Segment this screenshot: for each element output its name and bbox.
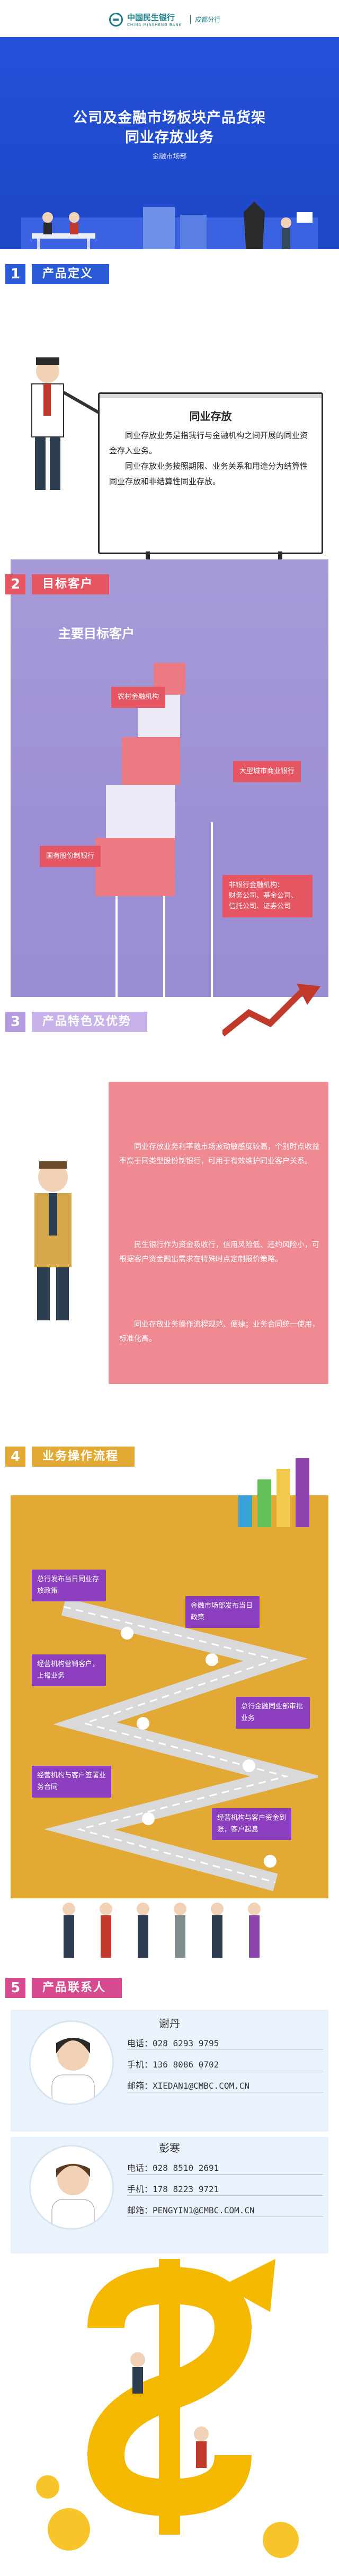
divider: [127, 2195, 323, 2196]
staircase-illustration: [95, 663, 213, 1002]
section-4-header: 4 业务操作流程: [0, 1442, 339, 1471]
top-bar: 中国民生银行 CHINA MINSHENG BANK 成都分行: [0, 0, 339, 37]
bar-chart-decoration: [238, 1458, 309, 1527]
contact-2-mobile-row: 手机：178 8223 9721: [127, 2182, 219, 2195]
board-stand: [146, 551, 282, 562]
contact-1-phone-label: 电话：: [127, 2038, 153, 2048]
section-3-label: 产品特色及优势: [32, 1012, 148, 1032]
section-5-number: 5: [5, 1978, 25, 1998]
avatar: [29, 2145, 114, 2230]
contact-2-email[interactable]: PENGYIN1@CMBC.COM.CN: [153, 2205, 255, 2215]
nonbank-line-3: 信托公司、证券公司: [229, 903, 291, 910]
divider: [127, 2049, 323, 2050]
contact-2-email-row: 邮箱：PENGYIN1@CMBC.COM.CN: [127, 2203, 255, 2216]
process-road-illustration: [44, 1598, 318, 1891]
hero-banner: 公司及金融市场板块产品货架 同业存放业务 金融市场部: [0, 37, 339, 260]
step-5-marker: [142, 1812, 155, 1825]
contact-1-email-row: 邮箱：XIEDAN1@CMBC.COM.CN: [127, 2079, 249, 2091]
section-3-number: 3: [5, 1012, 25, 1032]
section-3-header: 3 产品特色及优势: [0, 1007, 339, 1036]
hero-subtitle: 同业存放业务: [125, 129, 214, 146]
step-3-marker: [137, 1717, 149, 1730]
divider: [127, 2174, 323, 2175]
feature-3: 同业存放业务操作流程规范、便捷；业务合同统一使用，标准化高。: [119, 1320, 319, 1343]
bank-name-en: CHINA MINSHENG BANK: [127, 23, 182, 27]
contact-2-mobile-label: 手机：: [127, 2184, 153, 2194]
contact-1-phone[interactable]: 028 6293 9795: [153, 2038, 219, 2048]
contact-1-name: 谢丹: [159, 2017, 180, 2030]
process-step-5: 经营机构与客户签署业务合同: [32, 1766, 111, 1798]
bank-name: 中国民生银行: [127, 13, 175, 22]
step-2-marker: [206, 1653, 218, 1666]
contact-2-photo: [51, 2163, 95, 2228]
nonbank-line-2: 财务公司、基金公司、: [229, 892, 298, 900]
contact-2-email-label: 邮箱：: [127, 2205, 153, 2215]
board-text: 同业存放业务是指我行与金融机构之间开展的同业资金存入业务。 同业存放业务按照期限…: [109, 428, 313, 489]
hero-title: 公司及金融市场板块产品货架: [73, 110, 266, 126]
process-step-3: 经营机构营销客户，上报业务: [32, 1654, 106, 1686]
definition-board: 同业存放 同业存放业务是指我行与金融机构之间开展的同业资金存入业务。 同业存放业…: [98, 392, 323, 554]
customer-rural-financial: 农村金融机构: [111, 687, 166, 708]
section-2-label: 目标客户: [32, 574, 110, 594]
contact-2-mobile[interactable]: 178 8223 9721: [153, 2184, 219, 2194]
section-1-header: 1 产品定义: [0, 260, 339, 288]
definition-paragraph-1: 同业存放业务是指我行与金融机构之间开展的同业资金存入业务。: [109, 431, 308, 455]
process-step-2: 金融市场部发布当日政策: [185, 1596, 260, 1628]
step-1-marker: [121, 1627, 133, 1640]
section-4-number: 4: [5, 1447, 25, 1467]
contact-1-mobile-row: 手机：136 8086 0702: [127, 2057, 219, 2070]
contact-1-photo: [51, 2038, 95, 2104]
target-customers-subtitle: 主要目标客户: [58, 626, 135, 641]
process-step-1: 总行发布当日同业存放政策: [32, 1570, 106, 1601]
department-label: 金融市场部: [152, 153, 187, 161]
customer-nonbank-financial: 非银行金融机构： 财务公司、基金公司、 信托公司、证券公司: [222, 875, 313, 917]
avatar: [29, 2020, 114, 2105]
dollar-sign-illustration: [0, 2254, 339, 2576]
business-meeting-illustration: [21, 201, 318, 260]
bank-logo: 中国民生银行 CHINA MINSHENG BANK 成都分行: [109, 12, 220, 27]
businessman-illustration: [34, 1161, 72, 1320]
bank-logo-icon: [109, 12, 123, 27]
footer-illustration: [0, 2254, 339, 2576]
contact-2-phone-row: 电话：028 8510 2691: [127, 2161, 219, 2174]
divider: [127, 2216, 323, 2217]
contact-1-phone-row: 电话：028 6293 9795: [127, 2036, 219, 2049]
contact-1-mobile[interactable]: 136 8086 0702: [153, 2060, 219, 2070]
presenter-illustration: [31, 357, 102, 490]
step-4-marker: [243, 1759, 255, 1772]
contact-1-mobile-label: 手机：: [127, 2060, 153, 2070]
contact-1-email[interactable]: XIEDAN1@CMBC.COM.CN: [153, 2081, 250, 2091]
definition-paragraph-2: 同业存放业务按照期限、业务关系和用途分为结算性同业存放和非结算性同业存放。: [109, 461, 308, 486]
contact-2-phone-label: 电话：: [127, 2163, 153, 2173]
process-step-4: 总行金融同业部审批业务: [236, 1697, 310, 1729]
growth-arrow-illustration: [222, 984, 320, 1037]
branch-name: 成都分行: [190, 15, 220, 24]
contact-2-name: 彭寒: [159, 2142, 180, 2154]
section-5-header: 5 产品联系人: [0, 1974, 339, 2002]
features-panel: [109, 1082, 328, 1384]
section-5-label: 产品联系人: [32, 1978, 122, 1998]
customer-joint-stock-bank: 国有股份制银行: [40, 846, 101, 867]
board-title: 同业存放: [189, 410, 232, 423]
section-1-label: 产品定义: [32, 264, 110, 284]
board-header-strip: [100, 394, 322, 398]
feature-1: 同业存放业务利率随市场波动敏感度较高，个别时点收益率高于同类型股份制银行，可用于…: [119, 1143, 319, 1166]
process-step-6: 经营机构与客户资金到账，客户起息: [212, 1808, 291, 1840]
section-2-number: 2: [5, 574, 25, 594]
team-illustration: [63, 1903, 261, 1958]
feature-2: 民生银行作为资金吸收行，信用风险低、违约风险小，可根据客户资金融出需求在特殊时点…: [119, 1241, 319, 1264]
bank-name-block: 中国民生银行 CHINA MINSHENG BANK: [127, 12, 182, 27]
customer-city-commercial-bank: 大型城市商业银行: [233, 761, 301, 782]
nonbank-line-1: 非银行金融机构：: [229, 881, 284, 889]
step-6-marker: [264, 1855, 276, 1868]
section-2-header: 2 目标客户: [0, 570, 339, 599]
section-1-number: 1: [5, 264, 25, 284]
section-4-label: 业务操作流程: [32, 1447, 135, 1467]
contact-1-email-label: 邮箱：: [127, 2081, 153, 2091]
contact-2-phone[interactable]: 028 8510 2691: [153, 2163, 219, 2173]
